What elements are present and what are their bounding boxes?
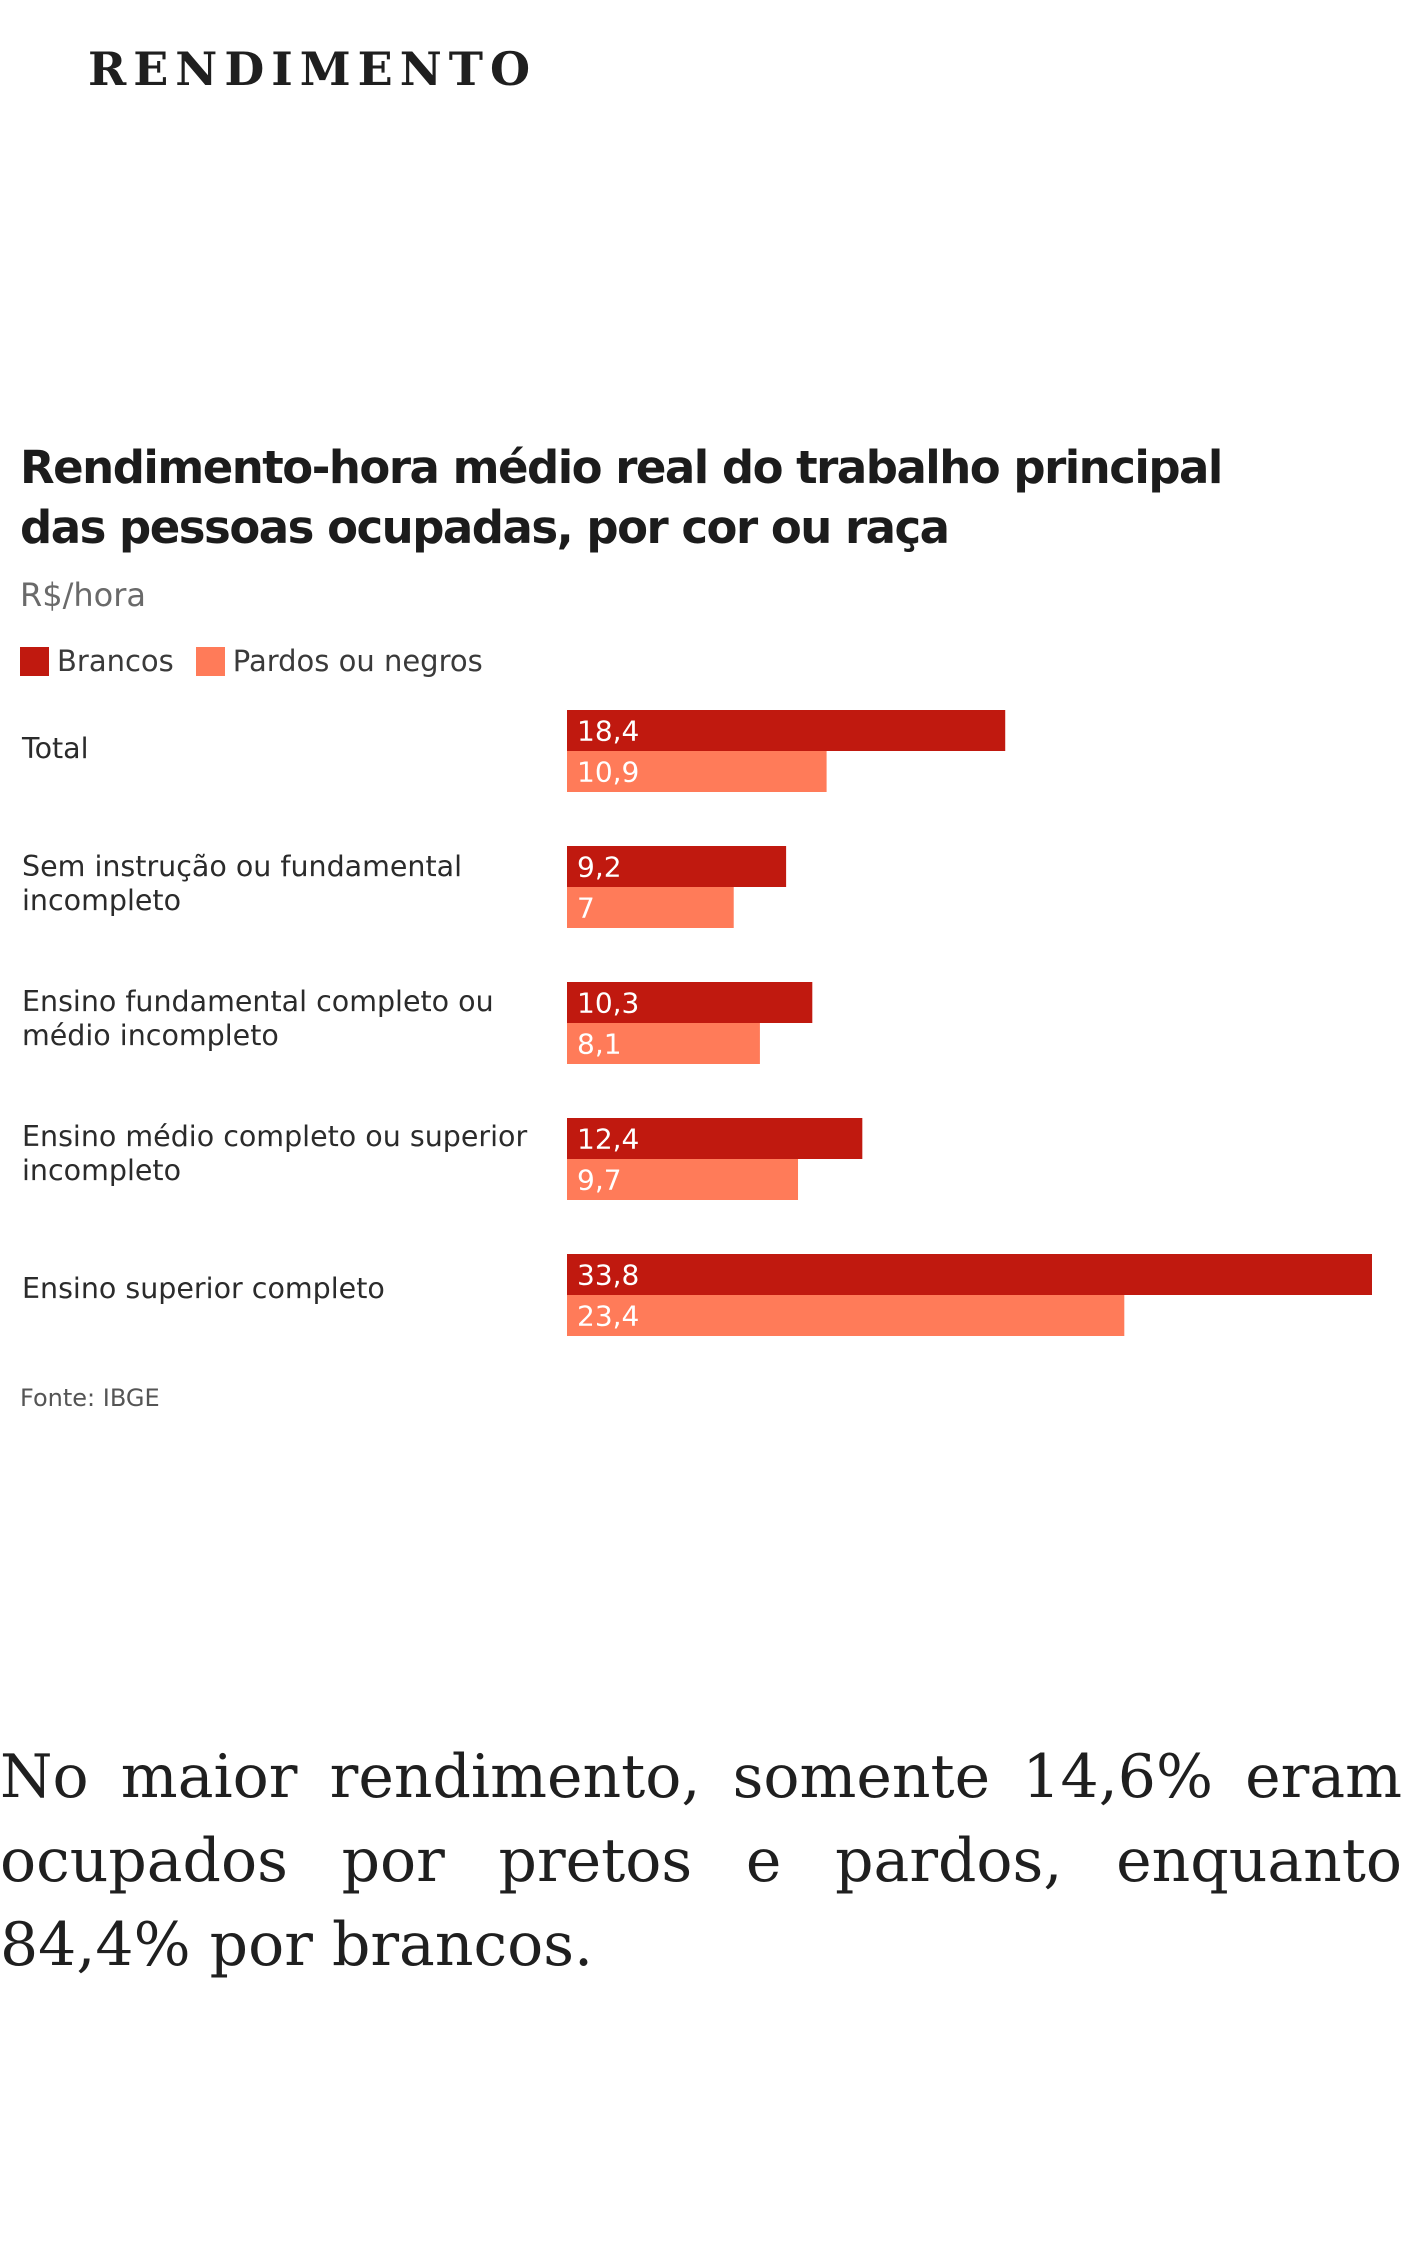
bar-label-medio-completo-pardos: 9,7 (577, 1164, 622, 1197)
legend-swatch-brancos (20, 646, 49, 676)
bar-label-medio-completo-brancos: 12,4 (577, 1123, 639, 1156)
bar-sem-instrucao-brancos (567, 846, 787, 887)
bar-label-sem-instrucao-brancos: 9,2 (577, 851, 622, 884)
page-header: RENDIMENTO (88, 42, 538, 96)
legend-swatch-pardos (195, 646, 225, 676)
category-label-fundamental-completo: Ensino fundamental completo ou médio inc… (22, 985, 494, 1052)
category-label-total: Total (22, 732, 89, 765)
legend-item-brancos: Brancos (20, 644, 174, 678)
legend-label-pardos: Pardos ou negros (232, 644, 483, 678)
chart-source: Fonte: IBGE (20, 1384, 160, 1412)
bar-label-total-brancos: 18,4 (577, 715, 639, 748)
category-label-superior-completo: Ensino superior completo (22, 1272, 385, 1305)
bar-total-brancos (567, 710, 1006, 751)
category-label-sem-instrucao: Sem instrução ou fundamental incompleto (22, 850, 463, 917)
bar-label-sem-instrucao-pardos: 7 (577, 892, 595, 925)
category-label-medio-completo: Ensino médio completo ou superior incomp… (22, 1120, 528, 1187)
bar-sem-instrucao-pardos (567, 887, 734, 928)
bar-label-fundamental-completo-brancos: 10,3 (577, 987, 639, 1020)
bar-label-superior-completo-brancos: 33,8 (577, 1259, 639, 1292)
chart-unit: R$/hora (20, 576, 146, 614)
bar-superior-completo-pardos (567, 1295, 1125, 1336)
legend-item-pardos: Pardos ou negros (195, 644, 483, 678)
bar-label-total-pardos: 10,9 (577, 756, 639, 789)
chart-title: Rendimento-hora médio real do trabalho p… (20, 441, 1223, 554)
bar-fundamental-completo-pardos (567, 1023, 760, 1064)
bar-total-pardos (567, 751, 827, 792)
chart-legend: Brancos Pardos ou negros (20, 644, 505, 678)
bar-fundamental-completo-brancos (567, 982, 813, 1023)
chart-bars: 18,4 10,9 9,2 7 10,3 8,1 12,4 9,7 33,8 23,4 (567, 710, 1372, 1336)
caption-text: No maior rendimento, somente 14,6% eram … (0, 1742, 1402, 1980)
bar-label-fundamental-completo-pardos: 8,1 (577, 1028, 622, 1061)
legend-label-brancos: Brancos (57, 644, 174, 678)
bar-label-superior-completo-pardos: 23,4 (577, 1300, 639, 1333)
bar-superior-completo-brancos (567, 1254, 1372, 1295)
bar-medio-completo-pardos (567, 1159, 799, 1200)
bar-medio-completo-brancos (567, 1118, 863, 1159)
